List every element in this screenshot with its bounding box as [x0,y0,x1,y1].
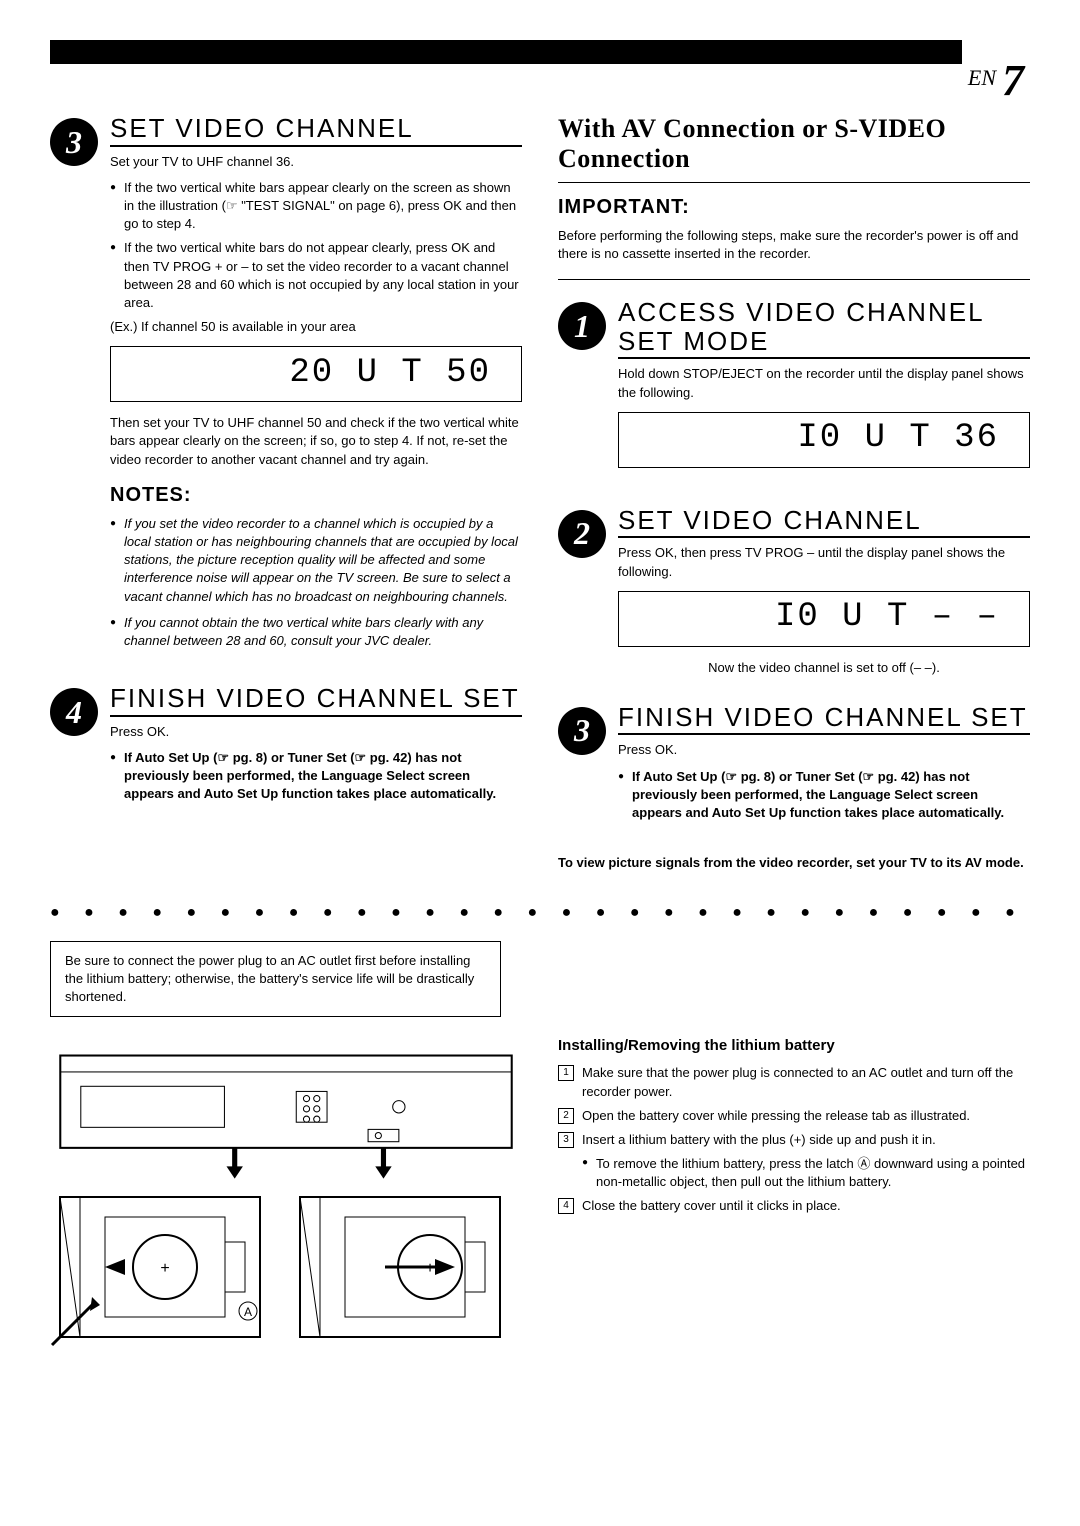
step-3-left: 3 SET VIDEO CHANNEL Set your TV to UHF c… [50,114,522,658]
step-number-circle: 4 [50,688,98,736]
page-prefix: EN [968,63,996,94]
step-title: FINISH VIDEO CHANNEL SET [618,703,1030,736]
step-title: SET VIDEO CHANNEL [110,114,522,147]
header-bar: EN 7 [50,40,1030,64]
after-text: Now the video channel is set to off (– –… [618,659,1030,677]
step-number-circle: 2 [558,510,606,558]
important-heading: IMPORTANT: [558,193,1030,221]
page-number: EN 7 [962,40,1030,64]
step-title: SET VIDEO CHANNEL [618,506,1030,539]
battery-warning-box: Be sure to connect the power plug to an … [50,941,501,1018]
important-text: Before performing the following steps, m… [558,227,1030,263]
step-4-left: 4 FINISH VIDEO CHANNEL SET Press OK. If … [50,684,522,809]
step-intro: Press OK, then press TV PROG – until the… [618,544,1030,580]
view-note: To view picture signals from the video r… [558,854,1030,872]
step-number-circle: 3 [558,707,606,755]
battery-heading: Installing/Removing the lithium battery [558,1035,1030,1056]
inst-text: Insert a lithium battery with the plus (… [582,1131,936,1149]
svg-text:+: + [160,1260,169,1277]
step-intro: Set your TV to UHF channel 36. [110,153,522,171]
note-text: If you cannot obtain the two vertical wh… [124,614,522,650]
divider-dots: ● ● ● ● ● ● ● ● ● ● ● ● ● ● ● ● ● ● ● ● … [50,902,1030,924]
battery-instructions: Installing/Removing the lithium battery … [558,1035,1030,1347]
right-column: With AV Connection or S-VIDEO Connection… [558,114,1030,872]
lcd-display: I0 U T 36 [618,412,1030,468]
step-number-circle: 3 [50,118,98,166]
bullet-text: If the two vertical white bars do not ap… [124,239,522,312]
inst-text: Close the battery cover until it clicks … [582,1197,841,1215]
step-intro: Press OK. [618,741,1030,759]
battery-diagram-right: + [290,1187,510,1347]
step-2-right: 2 SET VIDEO CHANNEL Press OK, then press… [558,506,1030,677]
bullet-text: If Auto Set Up (☞ pg. 8) or Tuner Set (☞… [124,749,522,804]
step-num-box: 1 [558,1065,574,1081]
section-heading: With AV Connection or S-VIDEO Connection [558,114,1030,174]
page-num: 7 [1002,50,1024,112]
note-text: If you set the video recorder to a chann… [124,515,522,606]
battery-diagram-left: + A [50,1187,270,1347]
step-title: ACCESS VIDEO CHANNEL SET MODE [618,298,1030,359]
inst-text: Make sure that the power plug is connect… [582,1064,1030,1100]
important-box: IMPORTANT: Before performing the followi… [558,182,1030,280]
example-text: (Ex.) If channel 50 is available in your… [110,318,522,336]
left-column: 3 SET VIDEO CHANNEL Set your TV to UHF c… [50,114,522,872]
step-num-box: 2 [558,1108,574,1124]
notes-heading: NOTES: [110,481,522,509]
diagram-area: + A + [50,1035,522,1347]
step-number-circle: 1 [558,302,606,350]
step-intro: Press OK. [110,723,522,741]
bullet-text: If Auto Set Up (☞ pg. 8) or Tuner Set (☞… [632,768,1030,823]
step-1-right: 1 ACCESS VIDEO CHANNEL SET MODE Hold dow… [558,298,1030,480]
step-num-box: 3 [558,1132,574,1148]
step-title: FINISH VIDEO CHANNEL SET [110,684,522,717]
step-3-right: 3 FINISH VIDEO CHANNEL SET Press OK. If … [558,703,1030,828]
inst-text: Open the battery cover while pressing th… [582,1107,970,1125]
inst-subtext: To remove the lithium battery, press the… [596,1155,1030,1191]
bullet-text: If the two vertical white bars appear cl… [124,179,522,234]
svg-text:A: A [244,1305,252,1319]
vcr-diagram [50,1035,522,1179]
step-num-box: 4 [558,1198,574,1214]
lcd-display: 20 U T 50 [110,346,522,402]
step-intro: Hold down STOP/EJECT on the recorder unt… [618,365,1030,401]
lcd-display: I0 U T – – [618,591,1030,647]
after-text: Then set your TV to UHF channel 50 and c… [110,414,522,469]
